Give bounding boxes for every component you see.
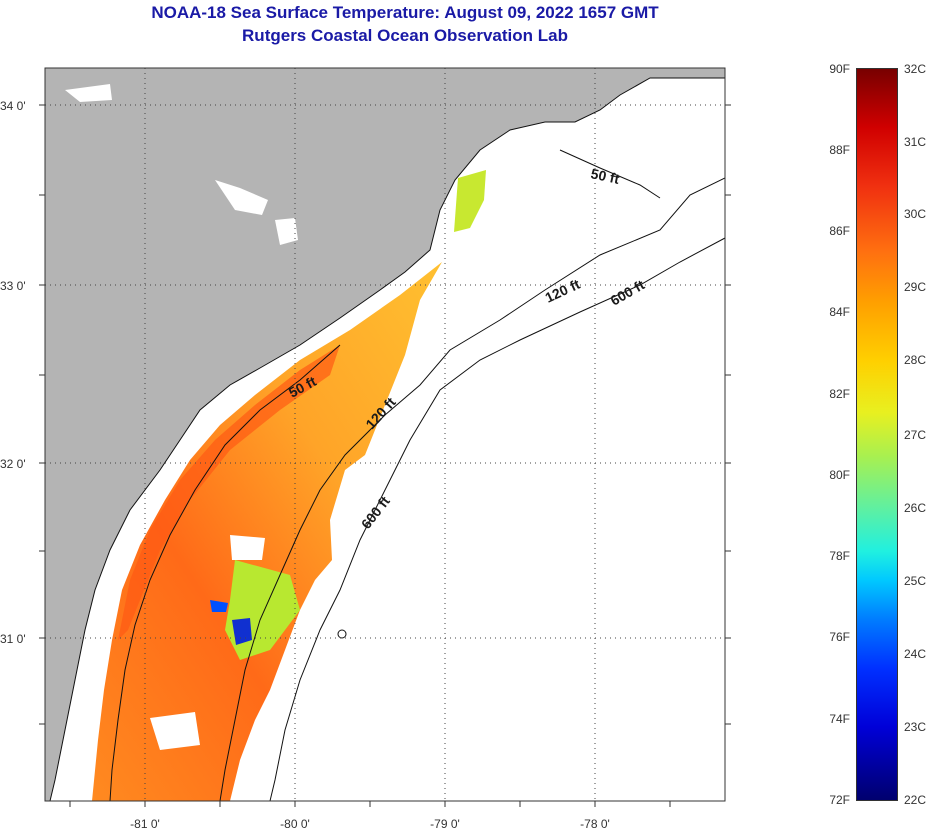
sst-swath <box>92 262 442 801</box>
lat-label-33: 33 0' <box>0 279 26 293</box>
colorbar-c-23: 23C <box>904 720 927 734</box>
colorbar-c-27: 27C <box>904 428 927 442</box>
colorbar-c-24: 24C <box>904 647 927 661</box>
lat-label-31: 31 0' <box>0 632 26 646</box>
map-subtitle: Rutgers Coastal Ocean Observation Lab <box>242 26 568 45</box>
shoal-contour <box>337 629 347 639</box>
lat-label-34: 34 0' <box>0 99 26 113</box>
lon-label-78: -78 0' <box>580 817 610 831</box>
lon-label-81: -81 0' <box>130 817 160 831</box>
colorbar-f-78: 78F <box>829 549 850 563</box>
colorbar-f-84: 84F <box>829 305 850 319</box>
sst-colorbar <box>856 68 898 801</box>
lon-label-80: -80 0' <box>280 817 310 831</box>
colorbar-c-32: 32C <box>904 62 927 76</box>
colorbar-c-25: 25C <box>904 574 927 588</box>
graticule <box>45 68 725 801</box>
sst-north-patch <box>454 170 486 232</box>
colorbar-f-76: 76F <box>829 630 850 644</box>
colorbar-c-31: 31C <box>904 135 927 149</box>
sst-cold-patch <box>210 600 228 612</box>
colorbar-c-22: 22C <box>904 793 927 807</box>
sst-cloud-gap <box>150 712 200 750</box>
contour-600ft <box>269 237 725 801</box>
sst-cold-patch <box>232 618 252 645</box>
tick-marks <box>39 104 731 807</box>
colorbar-f-74: 74F <box>829 712 850 726</box>
colorbar-c-29: 29C <box>904 280 927 294</box>
land-no-data-patch <box>65 84 112 102</box>
coastal-no-data-band <box>62 262 440 801</box>
contour-label-50ft-north: 50 ft <box>589 165 621 187</box>
colorbar-f-72: 72F <box>829 793 850 807</box>
contour-120ft <box>219 177 725 801</box>
land-mass <box>45 68 725 801</box>
coastline <box>49 77 725 801</box>
colorbar-c-26: 26C <box>904 501 927 515</box>
colorbar-f-86: 86F <box>829 224 850 238</box>
sst-cloud-gap <box>230 535 265 560</box>
colorbar-f-80: 80F <box>829 468 850 482</box>
land-no-data-patch <box>215 180 268 215</box>
colorbar-f-82: 82F <box>829 387 850 401</box>
lon-label-79: -79 0' <box>430 817 460 831</box>
colorbar-c-30: 30C <box>904 207 927 221</box>
sst-warm-strip <box>118 345 340 640</box>
colorbar-c-28: 28C <box>904 353 927 367</box>
colorbar-f-90: 90F <box>829 62 850 76</box>
map-frame <box>44 67 726 802</box>
lat-label-32: 32 0' <box>0 457 26 471</box>
colorbar-f-88: 88F <box>829 143 850 157</box>
land-no-data-patch <box>275 218 298 245</box>
map-title: NOAA-18 Sea Surface Temperature: August … <box>151 3 659 22</box>
contour-50ft <box>109 149 661 801</box>
